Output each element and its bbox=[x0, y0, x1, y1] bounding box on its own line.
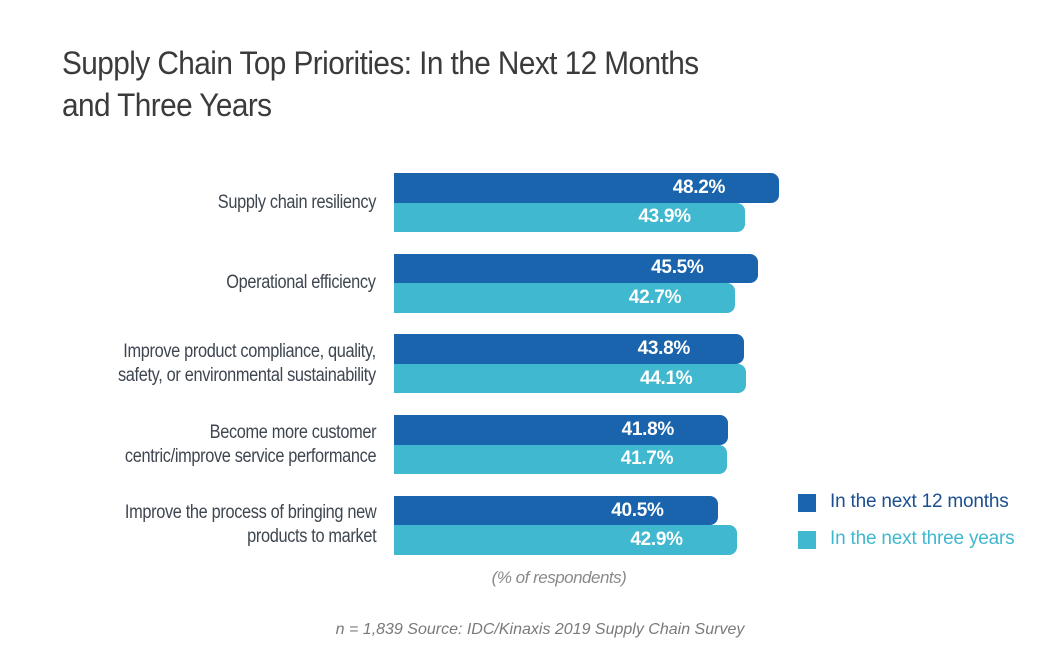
category-label-line: safety, or environmental sustainability bbox=[118, 364, 376, 386]
bar-next-12-months: 43.8% bbox=[394, 334, 744, 364]
data-label: 41.8% bbox=[621, 418, 675, 440]
category-label-line: Operational efficiency bbox=[226, 272, 377, 294]
category-label-line: Improve the process of bringing new bbox=[124, 502, 377, 524]
category-label: Become more customer centric/improve serv… bbox=[36, 421, 377, 469]
legend-swatch bbox=[798, 494, 816, 512]
data-label: 42.9% bbox=[630, 529, 683, 551]
legend-swatch bbox=[798, 531, 816, 549]
bar-next-three-years: 41.7% bbox=[394, 444, 728, 475]
bar-next-three-years: 42.9% bbox=[394, 525, 737, 555]
legend-label: In the next 12 months bbox=[830, 491, 1009, 512]
data-label: 42.7% bbox=[628, 286, 682, 308]
source-note: n = 1,839 Source: IDC/Kinaxis 2019 Suppl… bbox=[335, 621, 745, 638]
chart-title-line-1: Supply Chain Top Priorities: In the Next… bbox=[62, 45, 699, 81]
category-label-line: Become more customer bbox=[209, 421, 376, 443]
category-label: Improve the process of bringing new produ… bbox=[36, 501, 377, 549]
data-label: 41.7% bbox=[620, 448, 674, 470]
bar-next-three-years: 44.1% bbox=[394, 363, 747, 394]
chart-title-line-2: and Three Years bbox=[62, 87, 272, 123]
category-label-line: Supply chain resiliency bbox=[217, 191, 377, 213]
data-label: 45.5% bbox=[651, 257, 704, 279]
bar-next-12-months: 40.5% bbox=[394, 495, 718, 526]
category-label: Supply chain resiliency bbox=[36, 191, 377, 215]
category-label-line: Improve product compliance, quality, bbox=[123, 340, 376, 362]
bar-next-12-months: 45.5% bbox=[394, 253, 758, 284]
bar-next-12-months: 41.8% bbox=[394, 415, 728, 445]
x-axis-label: (% of respondents) bbox=[491, 568, 627, 587]
bar-next-three-years: 43.9% bbox=[394, 202, 745, 232]
legend-item: In the next 12 months bbox=[798, 491, 1058, 513]
legend-label: In the next three years bbox=[830, 528, 1015, 549]
data-label: 43.9% bbox=[638, 206, 691, 228]
data-label: 40.5% bbox=[611, 499, 664, 521]
category-label-line: centric/improve service performance bbox=[124, 445, 377, 467]
data-label: 48.2% bbox=[672, 176, 726, 198]
data-label: 43.8% bbox=[637, 338, 691, 360]
legend-item: In the next three years bbox=[798, 528, 1058, 550]
data-label: 44.1% bbox=[639, 367, 693, 389]
chart-title: Supply Chain Top Priorities: In the Next… bbox=[62, 42, 806, 126]
bar-next-three-years: 42.7% bbox=[394, 283, 736, 313]
category-label: Improve product compliance, quality, safe… bbox=[36, 340, 376, 388]
bar-next-12-months: 48.2% bbox=[394, 173, 780, 203]
category-label: Operational efficiency bbox=[36, 271, 377, 295]
category-label-line: products to market bbox=[246, 526, 376, 548]
